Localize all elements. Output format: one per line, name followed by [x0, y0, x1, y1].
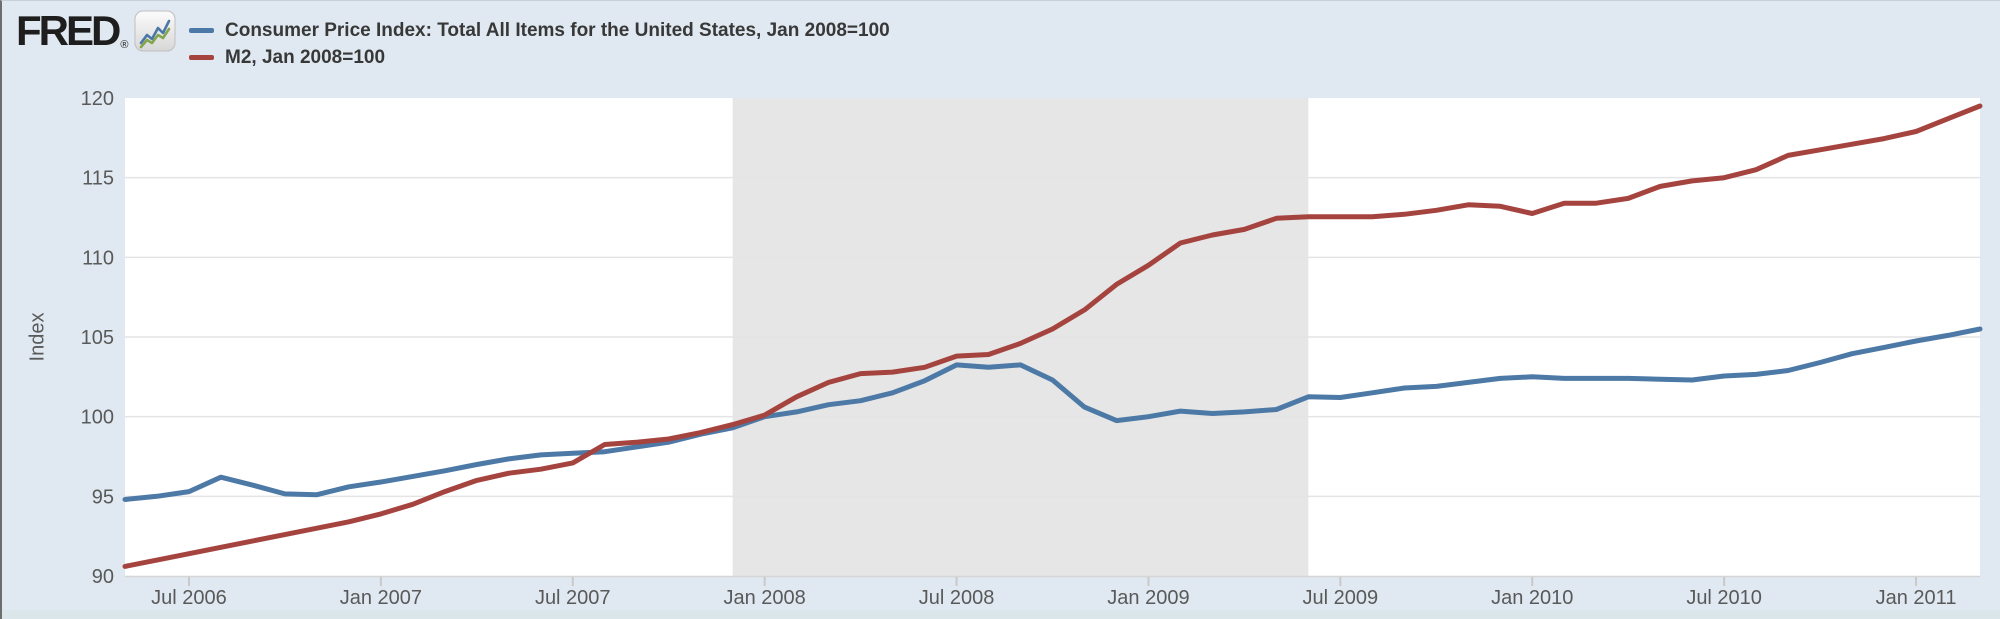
registered-trademark-icon: ® [120, 39, 129, 51]
legend-label-m2: M2, Jan 2008=100 [225, 46, 386, 68]
series-line-m2 [122, 103, 1983, 569]
x-tick-label: Jul 2008 [919, 587, 995, 609]
fred-logo: FRED ® [16, 7, 176, 55]
y-tick-label: 95 [92, 486, 114, 508]
y-tick-label: 120 [81, 88, 114, 110]
x-tick-label: Jul 2010 [1686, 587, 1762, 609]
x-tick-label: Jul 2009 [1303, 587, 1379, 609]
chart-legend: Consumer Price Index: Total All Items fo… [189, 17, 890, 71]
x-tick-label: Jan 2007 [340, 587, 422, 609]
x-tick-label: Jan 2008 [724, 587, 806, 609]
legend-item-cpi: Consumer Price Index: Total All Items fo… [189, 17, 890, 44]
bottom-strip [2, 610, 2000, 619]
y-tick-label: 110 [82, 247, 114, 269]
legend-label-cpi: Consumer Price Index: Total All Items fo… [225, 19, 890, 41]
fred-logo-text: FRED [16, 7, 121, 54]
y-axis-title: Index [26, 312, 49, 362]
cpi-series-color-dash [189, 28, 214, 33]
fred-sparkline-badge-icon [134, 10, 176, 52]
legend-item-m2: M2, Jan 2008=100 [189, 44, 890, 71]
y-tick-label: 100 [81, 407, 114, 429]
x-tick-label: Jul 2006 [151, 587, 227, 609]
y-tick-label: 115 [82, 168, 114, 190]
m2-series-color-dash [189, 55, 214, 60]
x-tick-label: Jan 2010 [1491, 587, 1573, 609]
series-line-cpi [122, 326, 1983, 502]
y-tick-label: 105 [81, 327, 114, 349]
x-tick-label: Jul 2007 [535, 587, 611, 609]
y-tick-label: 90 [92, 566, 114, 588]
x-tick-label: Jan 2011 [1876, 587, 1957, 609]
x-tick-label: Jan 2009 [1107, 587, 1189, 609]
